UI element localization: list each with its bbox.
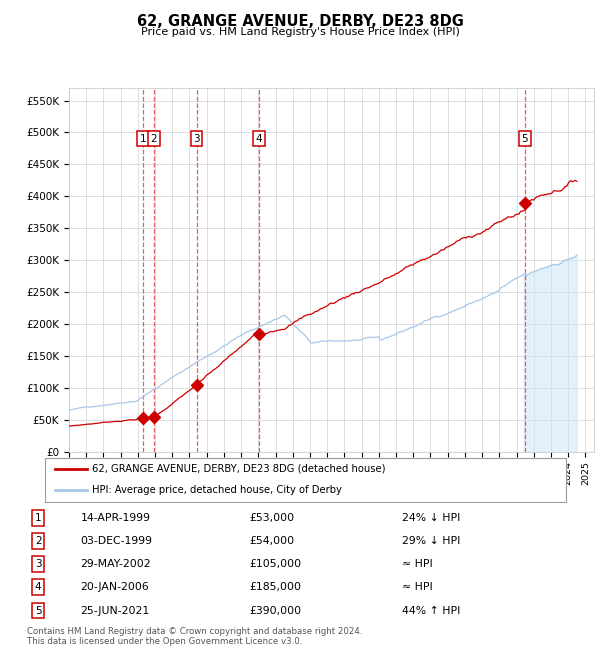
Text: 29% ↓ HPI: 29% ↓ HPI [402, 536, 460, 546]
Text: 20-JAN-2006: 20-JAN-2006 [80, 582, 149, 592]
Text: Contains HM Land Registry data © Crown copyright and database right 2024.
This d: Contains HM Land Registry data © Crown c… [27, 627, 362, 646]
Text: 3: 3 [35, 559, 41, 569]
Text: £105,000: £105,000 [250, 559, 302, 569]
Text: 03-DEC-1999: 03-DEC-1999 [80, 536, 152, 546]
Text: 1: 1 [35, 513, 41, 523]
Text: 4: 4 [256, 134, 263, 144]
Text: 1: 1 [140, 134, 146, 144]
Text: ≈ HPI: ≈ HPI [402, 582, 433, 592]
Text: HPI: Average price, detached house, City of Derby: HPI: Average price, detached house, City… [92, 486, 342, 495]
Text: Price paid vs. HM Land Registry's House Price Index (HPI): Price paid vs. HM Land Registry's House … [140, 27, 460, 37]
Text: £390,000: £390,000 [250, 606, 302, 616]
Text: 5: 5 [35, 606, 41, 616]
Text: 3: 3 [193, 134, 200, 144]
Text: £185,000: £185,000 [250, 582, 302, 592]
Text: 62, GRANGE AVENUE, DERBY, DE23 8DG (detached house): 62, GRANGE AVENUE, DERBY, DE23 8DG (deta… [92, 464, 386, 474]
Text: 14-APR-1999: 14-APR-1999 [80, 513, 151, 523]
Text: 62, GRANGE AVENUE, DERBY, DE23 8DG: 62, GRANGE AVENUE, DERBY, DE23 8DG [137, 14, 463, 29]
Text: ≈ HPI: ≈ HPI [402, 559, 433, 569]
Text: 25-JUN-2021: 25-JUN-2021 [80, 606, 149, 616]
Text: 2: 2 [35, 536, 41, 546]
Text: 44% ↑ HPI: 44% ↑ HPI [402, 606, 460, 616]
Text: 29-MAY-2002: 29-MAY-2002 [80, 559, 151, 569]
Text: 4: 4 [35, 582, 41, 592]
Text: £53,000: £53,000 [250, 513, 295, 523]
Text: 24% ↓ HPI: 24% ↓ HPI [402, 513, 460, 523]
Text: £54,000: £54,000 [250, 536, 295, 546]
FancyBboxPatch shape [44, 458, 566, 502]
Text: 2: 2 [151, 134, 157, 144]
Text: 5: 5 [521, 134, 528, 144]
